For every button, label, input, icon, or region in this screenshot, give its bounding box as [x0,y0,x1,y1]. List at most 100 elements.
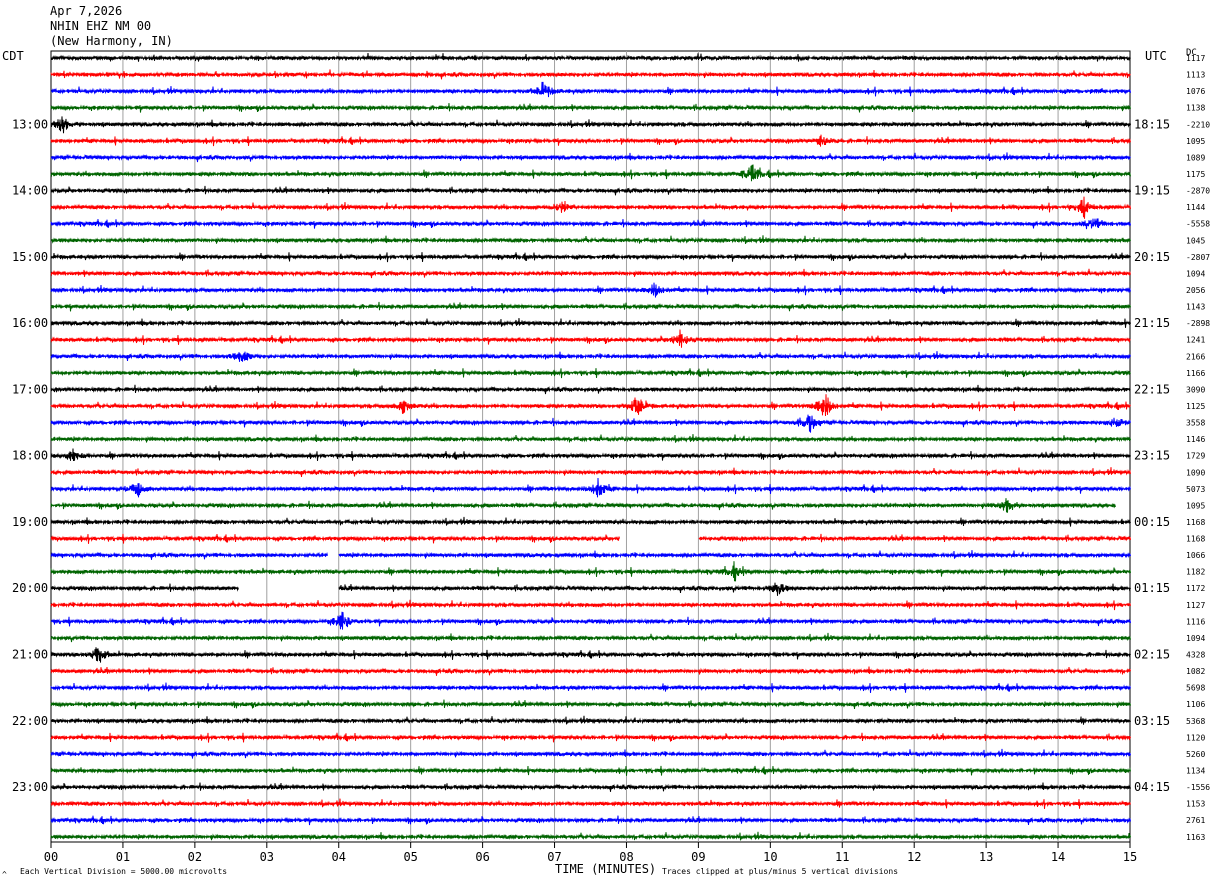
dc-offset-label: 1113 [1186,71,1205,80]
dc-offset-label: 1241 [1186,336,1205,345]
dc-offset-label: 1143 [1186,303,1205,312]
cdt-hour-label: 15:00 [12,250,48,264]
seismic-trace-row [50,164,1131,182]
corner-mark: ^ [2,870,7,879]
x-tick-label: 01 [116,850,130,864]
dc-offset-label: -2807 [1186,253,1210,262]
seismic-trace-row [50,611,1131,630]
x-tick-label: 00 [44,850,58,864]
utc-hour-label: 19:15 [1134,184,1170,198]
seismic-trace-row [50,134,1131,147]
cdt-hour-label: 14:00 [12,184,48,198]
seismic-trace-row [50,682,1131,693]
seismic-trace-row [50,351,1131,362]
x-tick-label: 04 [332,850,346,864]
dc-offset-label: 1163 [1186,833,1205,842]
clip-note: Traces clipped at plus/minus 5 vertical … [662,867,899,876]
seismic-trace-row [50,196,1131,219]
dc-offset-label: 1134 [1186,767,1205,776]
seismic-trace-row [50,103,1131,113]
x-tick-label: 02 [188,850,202,864]
seismic-trace-row [50,53,1131,62]
utc-hour-label: 04:15 [1134,780,1170,794]
x-tick-label: 11 [835,850,849,864]
x-tick-label: 09 [691,850,705,864]
dc-offset-label: 1168 [1186,518,1205,527]
seismic-trace-row [50,252,1131,263]
dc-offset-label: 1089 [1186,153,1205,162]
seismic-trace-row [50,516,1131,527]
seismic-trace-row [50,599,1131,611]
cdt-hour-label: 13:00 [12,117,48,131]
x-tick-label: 05 [403,850,417,864]
seismic-trace-row [50,647,1131,663]
dc-offset-label: 1095 [1186,137,1205,146]
seismic-trace-row [50,235,1131,244]
utc-hour-label: 23:15 [1134,449,1170,463]
x-tick-label: 07 [547,850,561,864]
dc-offset-label: 1166 [1186,369,1205,378]
seismic-trace-row [50,666,1131,676]
seismic-trace-row [50,782,1131,792]
record-date: Apr 7,2026 [50,4,123,18]
station-code: NHIN EHZ NM 00 [50,19,152,33]
dc-offset-label: 1116 [1186,617,1205,626]
utc-hour-label: 01:15 [1134,581,1170,595]
dc-offset-label: 4328 [1186,651,1205,660]
seismic-trace-row [50,477,1131,498]
dc-offset-label: -2210 [1186,120,1210,129]
seismic-trace-row [50,384,1131,395]
seismic-trace-row [50,448,1131,462]
dc-offset-label: 1094 [1186,269,1205,278]
plot-frame [50,50,1131,843]
dc-offset-label: 5073 [1186,485,1205,494]
utc-hour-label: 20:15 [1134,250,1170,264]
dc-offset-label: 2166 [1186,352,1205,361]
seismic-trace-row [50,550,1131,560]
x-tick-label: 13 [979,850,993,864]
seismic-trace-row [50,368,1131,379]
dc-offset-label: 2761 [1186,816,1205,825]
dc-offset-label: 1729 [1186,452,1205,461]
dc-offset-label: -1556 [1186,783,1210,792]
dc-offset-label: -5558 [1186,220,1210,229]
dc-offset-label: -2898 [1186,319,1210,328]
dc-offset-label: 1144 [1186,203,1205,212]
cdt-hour-label: 16:00 [12,316,48,330]
x-tick-label: 10 [763,850,777,864]
seismic-trace-row [50,218,1131,230]
seismic-trace-row [50,815,1131,826]
x-tick-label: 06 [475,850,489,864]
dc-offset-label: 2056 [1186,286,1205,295]
x-tick-label: 03 [260,850,274,864]
dc-offset-label: 1125 [1186,402,1205,411]
dc-offset-label: 1095 [1186,501,1205,510]
dc-offset-label: 1168 [1186,535,1205,544]
seismic-trace-row [50,69,1131,80]
seismic-trace-row [50,732,1131,743]
dc-offset-label: 1082 [1186,667,1205,676]
seismic-trace-row [50,765,1131,776]
dc-offset-label: 3558 [1186,419,1205,428]
seismic-trace-row [50,561,1131,582]
cdt-hour-label: 17:00 [12,382,48,396]
seismic-trace-row [50,798,1131,809]
left-timezone-label: CDT [2,49,24,63]
seismic-trace-row [50,632,1131,643]
seismic-trace-row [50,467,1131,477]
dc-offset-label: 1094 [1186,634,1205,643]
seismic-trace-row [50,414,1131,433]
dc-offset-label: 1172 [1186,584,1205,593]
dc-offset-label: -2870 [1186,187,1210,196]
seismic-trace-row [50,185,1131,196]
seismic-trace-row [50,748,1131,759]
x-tick-label: 14 [1051,850,1065,864]
seismic-trace-row [50,282,1131,298]
seismic-trace-row [50,329,1131,348]
seismic-trace-row [50,301,1131,312]
right-timezone-label: UTC [1145,49,1167,63]
x-tick-label: 15 [1123,850,1137,864]
cdt-hour-label: 18:00 [12,449,48,463]
cdt-hour-label: 20:00 [12,581,48,595]
